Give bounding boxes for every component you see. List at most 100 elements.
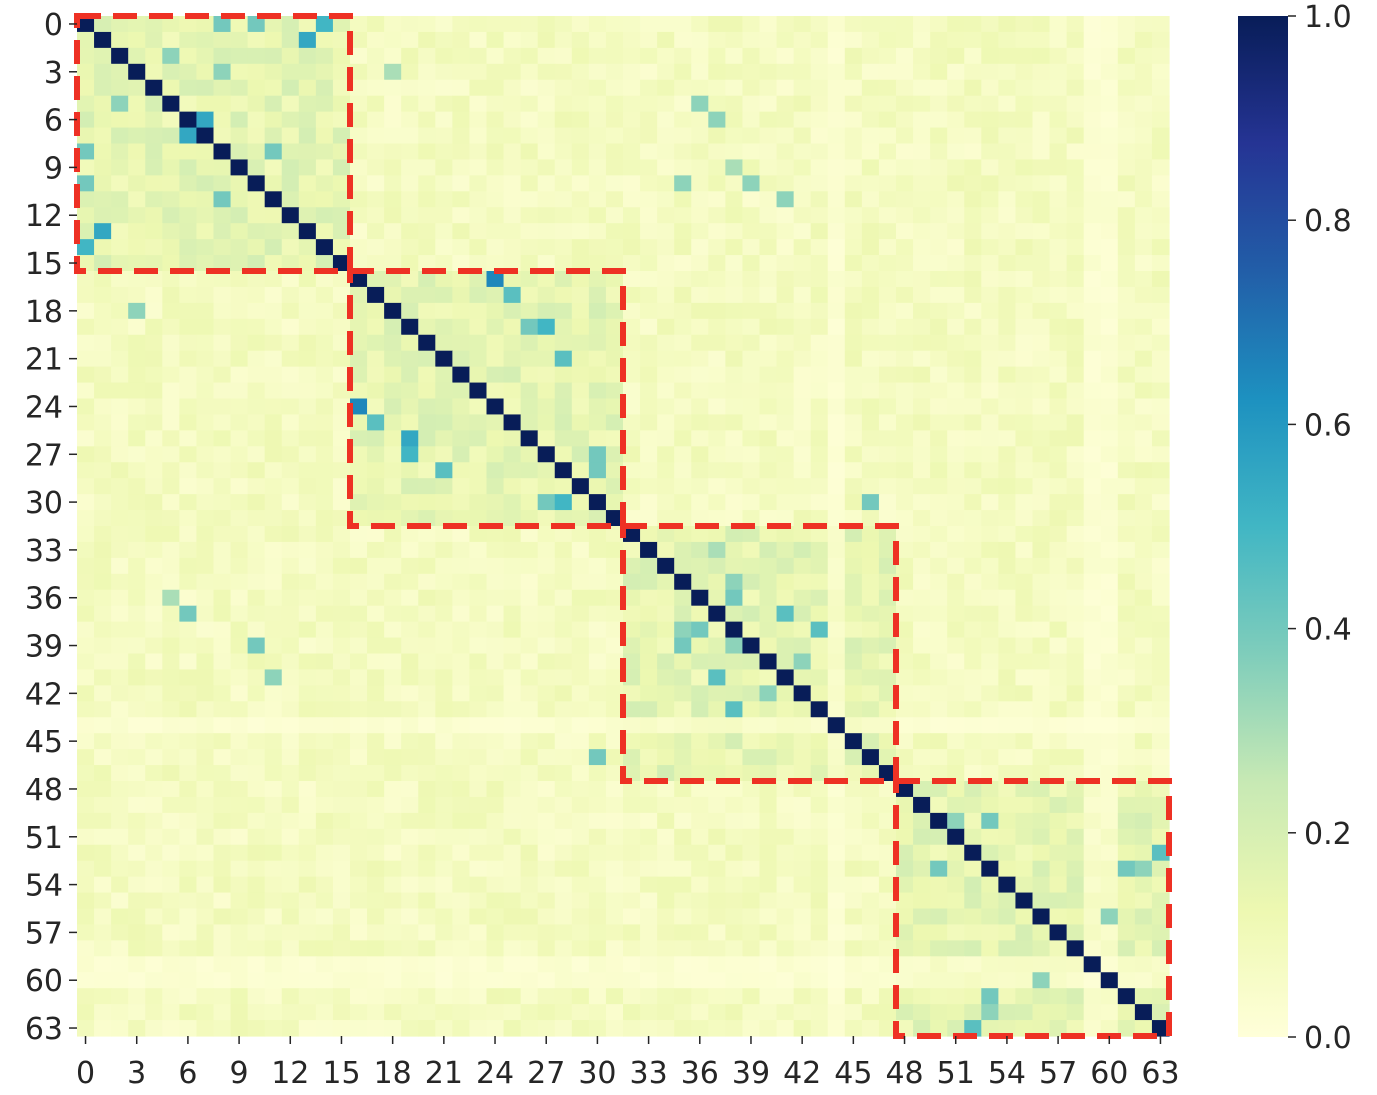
heatmap-cell: [111, 717, 129, 734]
heatmap-cell: [725, 860, 744, 878]
heatmap-cell: [1117, 621, 1136, 639]
heatmap-cell: [281, 908, 300, 926]
heatmap-cell: [810, 828, 829, 846]
heatmap-cell: [708, 765, 726, 782]
heatmap-cell: [1100, 972, 1119, 989]
heatmap-cell: [708, 717, 726, 734]
heatmap-cell: [827, 271, 846, 288]
heatmap-cell: [588, 159, 607, 176]
heatmap-cell: [793, 526, 812, 543]
heatmap-cell: [810, 685, 829, 702]
heatmap-cell: [571, 589, 590, 607]
heatmap-cell: [605, 223, 624, 240]
heatmap-cell: [725, 79, 744, 97]
heatmap-cell: [418, 462, 436, 479]
heatmap-cell: [896, 765, 914, 782]
heatmap-cell: [230, 1004, 249, 1021]
heatmap-cell: [469, 159, 488, 176]
heatmap-cell: [1100, 31, 1119, 49]
heatmap-cell: [657, 366, 675, 384]
heatmap-cell: [1151, 398, 1170, 416]
heatmap-cell: [640, 143, 658, 161]
heatmap-cell: [605, 669, 624, 686]
heatmap-cell: [759, 605, 778, 623]
heatmap-cell: [759, 318, 778, 336]
heatmap-cell: [588, 302, 607, 320]
heatmap-cell: [281, 1020, 300, 1037]
heatmap-cell: [1100, 1020, 1119, 1037]
heatmap-cell: [657, 526, 675, 543]
heatmap-cell: [776, 605, 795, 623]
heatmap-cell: [384, 127, 402, 145]
heatmap-cell: [605, 366, 624, 384]
heatmap-cell: [571, 685, 590, 702]
heatmap-cell: [281, 1004, 300, 1021]
heatmap-cell: [947, 302, 965, 320]
heatmap-cell: [537, 812, 556, 830]
heatmap-cell: [810, 350, 829, 368]
heatmap-cell: [520, 653, 539, 671]
heatmap-cell: [435, 95, 453, 113]
heatmap-cell: [742, 478, 761, 495]
heatmap-cell: [998, 541, 1017, 559]
heatmap-cell: [435, 334, 453, 352]
heatmap-cell: [1049, 47, 1068, 65]
heatmap-cell: [128, 781, 146, 798]
heatmap-cell: [537, 382, 556, 400]
heatmap-cell: [520, 876, 539, 894]
heatmap-cell: [913, 765, 931, 782]
heatmap-cell: [196, 255, 215, 272]
heatmap-cell: [913, 621, 931, 639]
heatmap-cell: [77, 1020, 95, 1037]
heatmap-cell: [640, 127, 658, 145]
heatmap-cell: [878, 541, 897, 559]
heatmap-cell: [145, 972, 163, 989]
heatmap-cell: [844, 47, 863, 65]
heatmap-cell: [94, 972, 112, 989]
heatmap-cell: [964, 462, 982, 479]
heatmap-cell: [503, 462, 522, 479]
heatmap-cell: [1117, 31, 1136, 49]
heatmap-cell: [810, 637, 829, 655]
heatmap-cell: [930, 972, 948, 989]
heatmap-cell: [350, 669, 368, 686]
heatmap-cell: [520, 621, 539, 639]
heatmap-cell: [571, 16, 590, 33]
heatmap-cell: [605, 302, 624, 320]
heatmap-cell: [1083, 781, 1102, 798]
heatmap-cell: [332, 781, 351, 798]
heatmap-cell: [793, 207, 812, 224]
heatmap-cell: [861, 860, 880, 878]
heatmap-cell: [998, 366, 1017, 384]
heatmap-cell: [247, 924, 266, 941]
heatmap-cell: [111, 940, 129, 957]
heatmap-cell: [230, 526, 249, 543]
heatmap-cell: [520, 812, 539, 830]
heatmap-cell: [623, 844, 641, 862]
heatmap-cell: [298, 430, 317, 447]
heatmap-cell: [588, 701, 607, 718]
heatmap-cell: [384, 669, 402, 686]
heatmap-cell: [554, 510, 573, 527]
heatmap-cell: [435, 988, 453, 1005]
heatmap-cell: [742, 924, 761, 941]
heatmap-cell: [179, 350, 198, 368]
heatmap-cell: [469, 988, 488, 1005]
heatmap-cell: [367, 972, 385, 989]
heatmap-cell: [196, 478, 215, 495]
heatmap-cell: [350, 16, 368, 33]
heatmap-cell: [708, 446, 726, 463]
heatmap-cell: [913, 462, 931, 479]
heatmap-cell: [94, 175, 112, 192]
heatmap-cell: [981, 16, 999, 33]
heatmap-cell: [264, 207, 283, 224]
heatmap-cell: [708, 510, 726, 527]
heatmap-cell: [844, 478, 863, 495]
heatmap-cell: [486, 143, 505, 161]
heatmap-cell: [1100, 892, 1119, 910]
heatmap-cell: [691, 765, 709, 782]
heatmap-cell: [657, 956, 675, 973]
heatmap-cell: [793, 940, 812, 957]
heatmap-cell: [1049, 860, 1068, 878]
heatmap-cell: [623, 526, 641, 543]
